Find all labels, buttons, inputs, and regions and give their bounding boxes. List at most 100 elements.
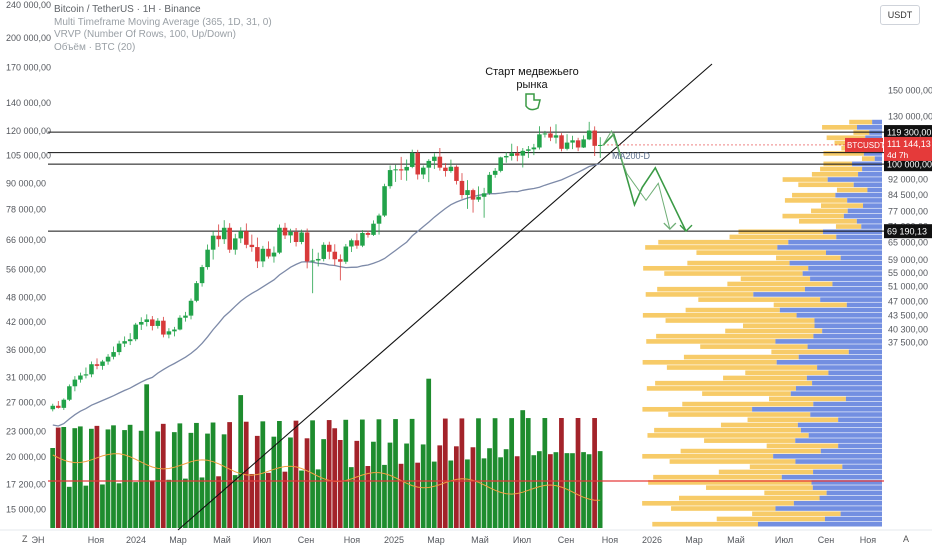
vrvp-bar-up <box>773 302 847 308</box>
candle-body <box>426 160 432 168</box>
vrvp-bar-down <box>796 312 882 318</box>
volume-bar <box>337 439 343 528</box>
volume-bar <box>536 451 542 528</box>
y-tick-right: 37 500,00 <box>888 338 928 348</box>
vrvp-bar-down <box>802 271 882 276</box>
currency-button[interactable]: USDT <box>880 5 920 25</box>
vrvp-bar-up <box>680 448 821 454</box>
vrvp-bar-up <box>718 469 814 475</box>
volume-bar <box>365 466 371 528</box>
y-tick-left: 120 000,00 <box>6 126 51 136</box>
y-tick-left: 15 000,00 <box>6 504 46 514</box>
vrvp-bar-up <box>665 318 815 323</box>
candle-body <box>249 244 255 248</box>
candle-body <box>277 227 282 253</box>
symbol-title[interactable]: Bitcoin / TetherUS · 1H · Binance <box>54 4 201 15</box>
volume-bar <box>177 423 183 528</box>
bear-market-annotation[interactable]: Старт медвежьего рынка <box>478 66 586 92</box>
volume-bar <box>282 471 288 528</box>
candle-body <box>443 167 448 172</box>
volume-bar <box>348 467 354 528</box>
volume-bar <box>133 482 138 528</box>
y-tick-right: 130 000,00 <box>888 111 932 121</box>
volume-bar <box>183 478 188 528</box>
right-axis-panel <box>884 0 932 530</box>
candle-body <box>509 153 515 156</box>
vrvp-bar-down <box>848 349 882 355</box>
volume-bars <box>50 378 603 528</box>
candle-body <box>199 267 205 284</box>
y-tick-left: 105 000,00 <box>6 150 51 160</box>
candle-body <box>498 157 503 171</box>
volume-bar <box>343 419 349 528</box>
vrvp-bar-down <box>775 339 882 344</box>
vrvp-bar-up <box>820 166 863 172</box>
vrvp-bar-up <box>740 276 811 282</box>
candle-body <box>216 235 221 240</box>
candle-body <box>343 246 349 262</box>
y-tick-left: 170 000,00 <box>6 63 51 73</box>
vrvp-bar-down <box>867 187 882 193</box>
vrvp-bar-down <box>777 245 882 250</box>
vrvp-bar-down <box>853 182 882 188</box>
vrvp-bar-up <box>752 511 841 517</box>
volume-bar <box>420 444 426 528</box>
vrvp-bar-up <box>826 135 866 141</box>
volume-bar <box>144 384 150 528</box>
volume-bar <box>293 420 299 528</box>
indicator-vrvp[interactable]: VRVP (Number Of Rows, 100, Up/Down) <box>54 29 236 40</box>
y-tick-left: 42 000,00 <box>6 317 46 327</box>
volume-bar <box>332 428 338 528</box>
indicator-mtf-ma[interactable]: Multi Timeframe Moving Average (365, 1D,… <box>54 16 272 28</box>
x-tick: Ноя <box>602 535 619 545</box>
vrvp-bar-up <box>687 260 790 266</box>
volume-bar <box>94 425 100 528</box>
y-tick-right: 150 000,00 <box>888 85 932 95</box>
volume-bar <box>66 486 72 528</box>
candle-body <box>94 364 100 366</box>
vrvp-bar-up <box>642 312 797 318</box>
volume-bar <box>415 462 421 528</box>
candle-body <box>338 259 343 262</box>
candle-body <box>581 139 586 148</box>
candle-body <box>592 130 597 146</box>
volume-bar <box>310 420 315 528</box>
vrvp-bar-up <box>823 151 864 156</box>
volume-bar <box>194 422 199 528</box>
candle-body <box>503 155 509 158</box>
candle-body <box>155 320 161 326</box>
volume-bar <box>586 454 592 528</box>
vrvp-bar-up <box>798 218 857 224</box>
volume-bar <box>249 473 255 528</box>
candle-body <box>111 352 116 357</box>
candle-body <box>122 341 127 344</box>
vrvp-bar-down <box>865 135 882 141</box>
candle-body <box>116 343 122 353</box>
candle-body <box>542 133 548 135</box>
hand-pointer-icon <box>525 93 541 111</box>
vrvp-bar-up <box>698 297 821 302</box>
auto-scale-icon[interactable]: A <box>903 534 910 544</box>
timezone-icon[interactable]: Z <box>22 534 28 544</box>
level-label: 100 000,00 <box>887 160 932 170</box>
y-tick-right: 43 500,00 <box>888 311 928 321</box>
volume-bar <box>354 440 360 528</box>
annotation-line-2: рынка <box>516 79 548 91</box>
vrvp-bar-up <box>657 286 805 292</box>
candle-body <box>432 156 437 161</box>
x-tick: Сен <box>298 535 315 545</box>
candle-body <box>393 169 398 171</box>
volume-bar <box>437 445 443 528</box>
volume-bar <box>299 470 304 528</box>
volume-bar <box>476 418 481 528</box>
indicator-volume[interactable]: Объём · BTC (20) <box>54 41 136 53</box>
vrvp-bar-down <box>797 422 882 428</box>
volume-bar <box>326 420 332 528</box>
volume-bar <box>72 428 78 528</box>
vrvp-bar-down <box>862 166 882 172</box>
y-tick-left: 20 000,00 <box>6 452 46 462</box>
vrvp-bar-down <box>795 438 882 443</box>
vrvp-bar-down <box>819 495 882 501</box>
